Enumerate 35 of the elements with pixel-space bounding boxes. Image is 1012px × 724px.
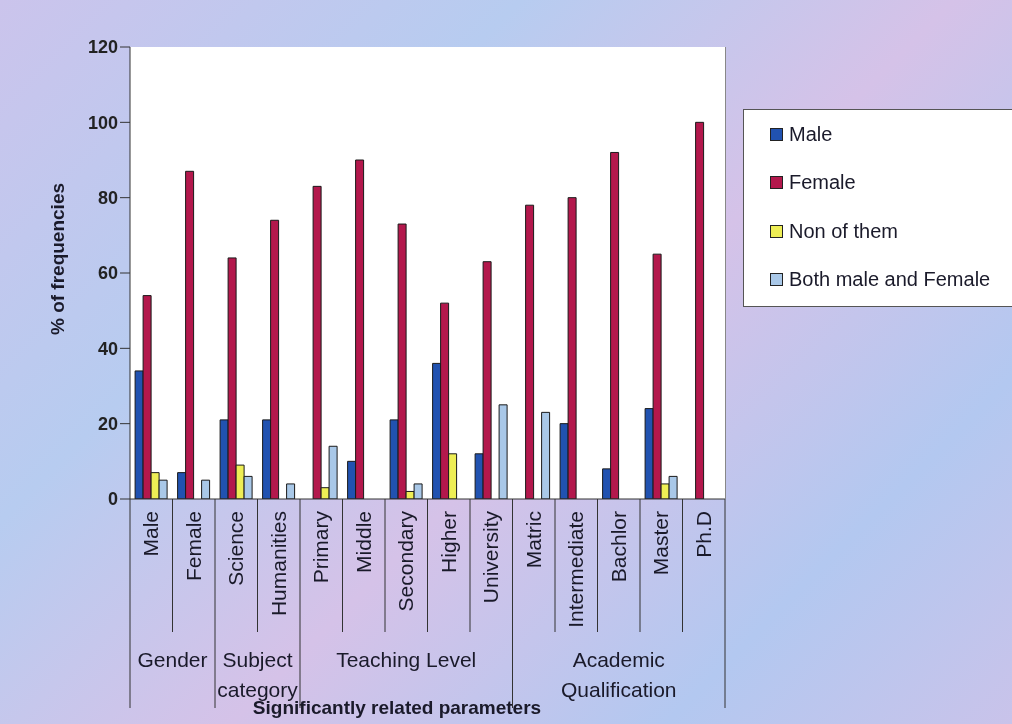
x-tick-label: Primary [309, 510, 333, 584]
text: Academic Qualification [560, 648, 677, 701]
legend-label: Both male and Female [789, 268, 991, 292]
legend-label: Female [789, 171, 856, 195]
x-tick-label: Middle [351, 511, 375, 573]
x-tick-label: Male [139, 511, 163, 557]
legend-label: Male [789, 122, 833, 146]
x-tick-label: Science [224, 511, 248, 586]
text: Teaching Level [336, 648, 477, 671]
x-tick-label: Master [649, 511, 673, 576]
bar [541, 411, 551, 499]
x-tick-label: Intermediate [564, 511, 588, 628]
x-tick-label: University [479, 510, 503, 604]
bar [525, 204, 535, 499]
x-tick-label: Humanities [266, 511, 290, 617]
y-tick-label: 120 [87, 37, 118, 58]
y-tick-label: 20 [97, 414, 118, 435]
y-axis-title: % of frequencies [47, 182, 68, 336]
legend-label: Non of them [789, 219, 898, 243]
x-tick-label: Ph.D [691, 511, 715, 558]
y-tick-label: 80 [97, 188, 118, 209]
x-tick-label: Bachlor [606, 510, 630, 583]
y-tick-label: 100 [87, 112, 118, 133]
y-tick-label: 40 [97, 338, 118, 359]
x-tick-label: Matric [521, 511, 545, 569]
x-tick-label: Higher [436, 511, 460, 573]
bar [286, 483, 296, 499]
x-tick-label: Secondary [394, 510, 418, 612]
bar [498, 404, 508, 499]
bar [201, 479, 211, 499]
bar [695, 121, 705, 499]
y-tick-label: 60 [97, 263, 118, 284]
text: Gender [137, 648, 208, 671]
y-tick-label: 0 [107, 489, 118, 510]
x-tick-label: Female [181, 511, 205, 582]
